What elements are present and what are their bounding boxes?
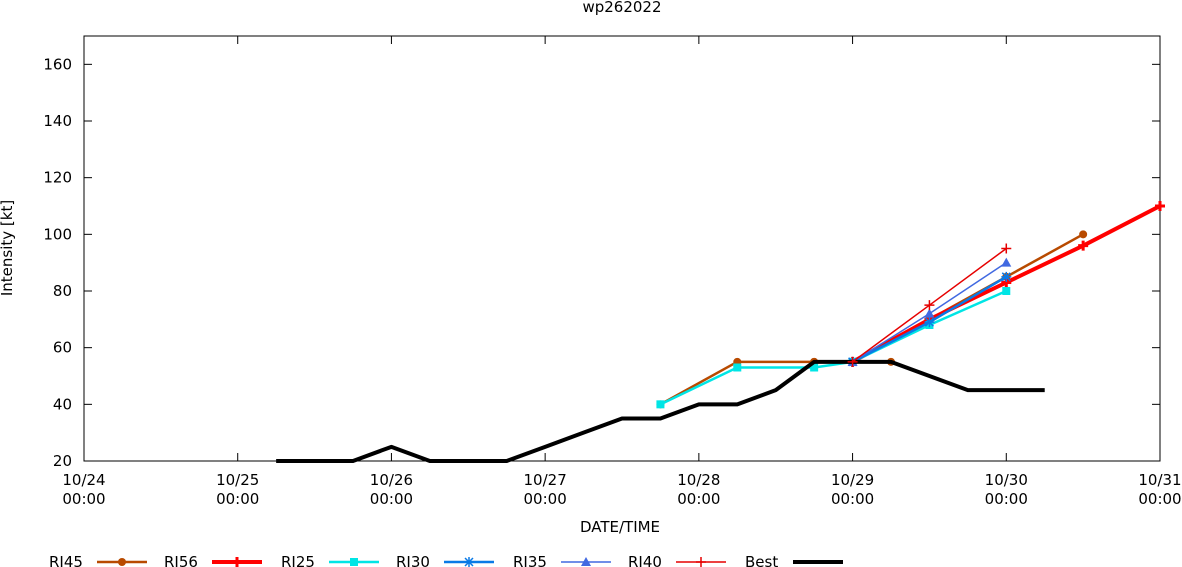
legend-item: RI25 [281,553,379,567]
x-tick-date: 10/25 [216,471,259,489]
y-tick-label: 140 [43,112,72,130]
series-best [276,359,1045,463]
x-tick-time: 00:00 [62,490,105,508]
data-point [1155,201,1165,211]
legend-label: RI30 [396,553,430,567]
x-tick-date: 10/28 [677,471,720,489]
data-point [847,356,858,367]
x-tick-time: 00:00 [1138,490,1181,508]
y-tick-label: 80 [53,282,72,300]
y-axis-title: Intensity [kt] [0,200,16,296]
x-tick-date: 10/29 [831,471,874,489]
x-tick-time: 00:00 [216,490,259,508]
data-point [656,400,665,409]
y-tick-label: 40 [53,395,72,413]
series-layer [276,201,1165,463]
data-point [1001,271,1012,282]
legend-item: RI45 [49,553,147,567]
legend-item: RI40 [628,553,726,567]
plot-frame [83,35,1161,462]
legend-marker [232,557,242,567]
x-axis: 10/2400:0010/2500:0010/2600:0010/2700:00… [62,36,1182,508]
x-tick-date: 10/27 [524,471,567,489]
y-tick-label: 20 [53,452,72,470]
x-tick-time: 00:00 [985,490,1028,508]
data-point [810,363,819,372]
x-axis-title: DATE/TIME [580,518,660,536]
x-tick-date: 10/24 [62,471,105,489]
series-line [276,359,1045,463]
y-tick-label: 60 [53,339,72,357]
legend-label: RI56 [164,553,198,567]
legend-label: RI25 [281,553,315,567]
legend-marker [581,557,591,566]
data-point [924,317,935,328]
data-point [733,363,742,372]
x-tick-time: 00:00 [677,490,720,508]
legend-marker [118,558,126,566]
x-tick-time: 00:00 [831,490,874,508]
y-axis: 20 40 60 80 100 120 140 160 [43,55,1160,470]
series-ri45 [656,230,1088,409]
data-point [924,308,935,318]
legend-item: RI56 [164,553,262,567]
x-tick-date: 10/26 [370,471,413,489]
legend-label: RI35 [513,553,547,567]
series-line [659,289,1007,406]
series-unlabeled-7 [847,243,1012,367]
y-tick-label: 100 [43,225,72,243]
legend-label: RI40 [628,553,662,567]
series-line [659,233,1084,406]
legend-label: RI45 [49,553,83,567]
series-ri40 [847,257,1012,366]
data-point [1078,240,1089,251]
x-tick-date: 10/30 [985,471,1028,489]
y-tick-label: 120 [43,169,72,187]
data-point [1001,243,1012,254]
data-point [924,300,935,311]
legend-marker [350,558,358,566]
x-tick-time: 00:00 [524,490,567,508]
data-point [1001,257,1012,267]
legend-item: Best [745,553,843,567]
legend: RI45 RI56 RI25 RI30 RI35 RI40 Best [49,553,843,567]
chart-title: wp262022 [582,0,661,16]
y-tick-label: 160 [43,55,72,73]
data-point [1079,230,1088,239]
legend-marker [696,557,706,567]
legend-label: Best [745,553,778,567]
legend-item: RI35 [513,553,611,567]
data-point [1002,287,1011,295]
legend-marker [464,557,474,567]
series-ri35 [847,271,1012,367]
legend-item: RI30 [396,553,494,567]
x-tick-date: 10/31 [1138,471,1181,489]
x-tick-time: 00:00 [370,490,413,508]
